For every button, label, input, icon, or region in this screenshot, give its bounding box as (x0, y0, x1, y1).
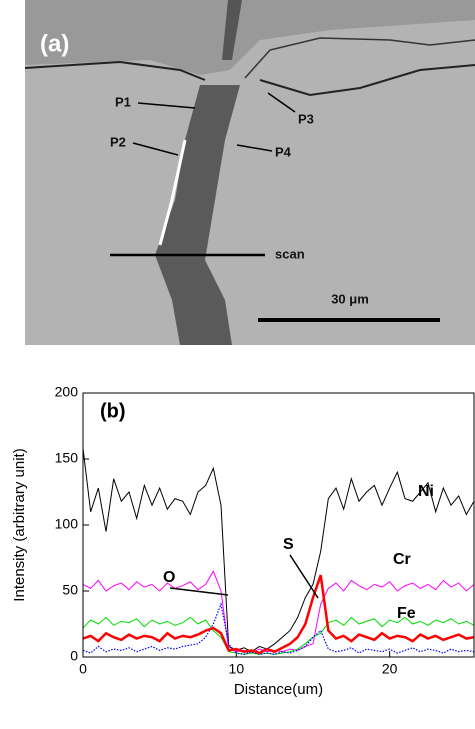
point-label: P3 (298, 111, 314, 126)
scale-label: 30 μm (331, 291, 369, 306)
y-tick-label: 0 (70, 648, 78, 664)
scan-label: scan (275, 246, 305, 261)
y-tick-label: 200 (55, 384, 79, 400)
series-label: Ni (418, 483, 434, 500)
micrograph: (a) P1 P2 P3 P4 scan 30 μm (25, 0, 475, 345)
x-tick-label: 0 (79, 661, 87, 677)
point-label: P2 (110, 134, 126, 149)
y-tick-label: 50 (62, 582, 78, 598)
panel-label: (b) (100, 400, 126, 422)
x-axis-label: Distance(um) (234, 681, 323, 698)
y-tick-label: 100 (55, 516, 79, 532)
y-tick-label: 150 (55, 450, 79, 466)
y-axis-label: Intensity (arbitrary unit) (11, 448, 28, 601)
series-label: Fe (397, 605, 416, 622)
annotation-arrow (290, 555, 318, 598)
series-label: S (283, 536, 294, 553)
point-label: P4 (275, 144, 292, 159)
x-tick-label: 10 (229, 661, 245, 677)
figure: (a) P1 P2 P3 P4 scan 30 μm 0501001502000… (0, 0, 475, 729)
chart: 0 50 100 150 200 0 10 20 Ni Cr Fe O S (b) Distance(um)… (11, 384, 474, 698)
point-label: P1 (115, 94, 131, 109)
page: {"micrograph": {"panel_label": "(a)", "l… (0, 0, 475, 729)
series-label: O (163, 569, 175, 586)
x-tick-label: 20 (382, 661, 398, 677)
panel-label: (a) (40, 30, 69, 57)
series-label: Cr (393, 551, 411, 568)
